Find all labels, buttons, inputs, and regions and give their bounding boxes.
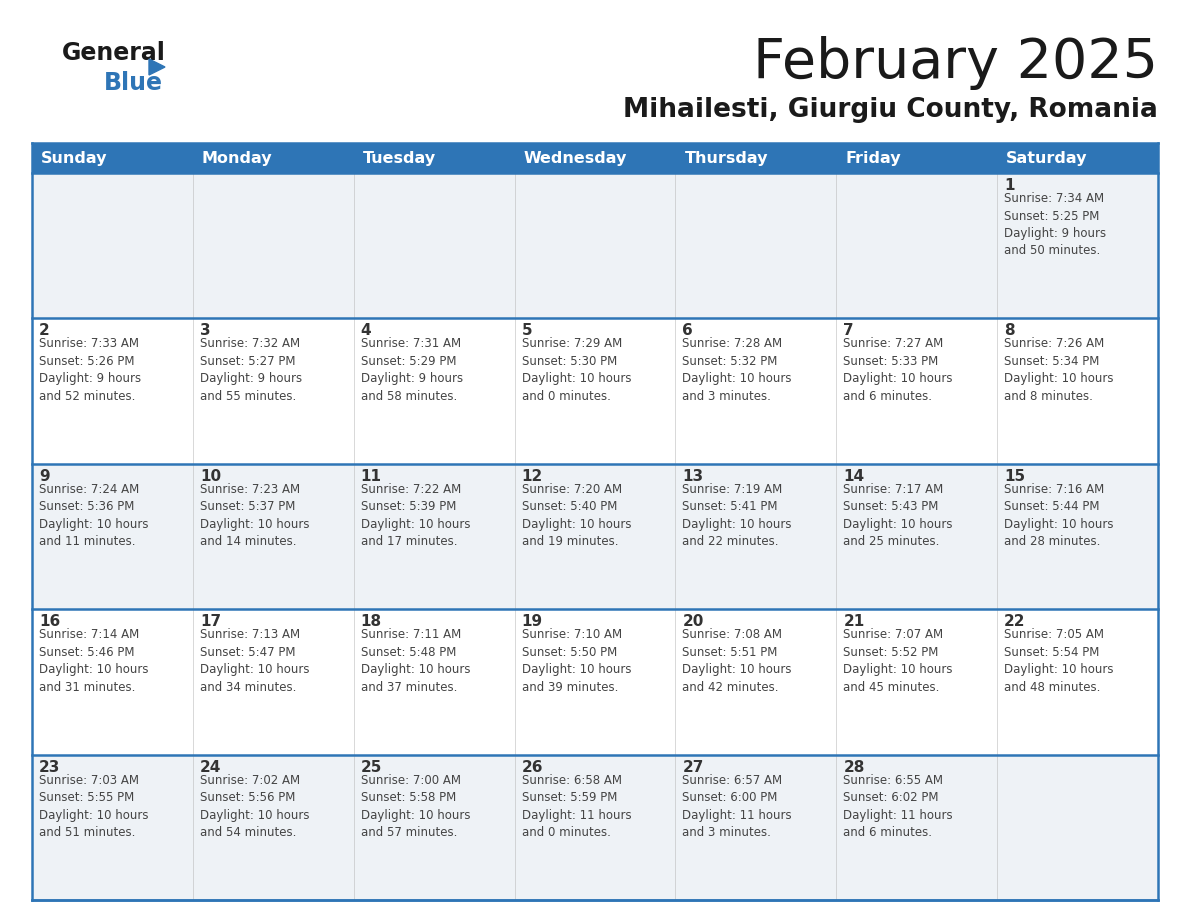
Text: Sunrise: 7:08 AM
Sunset: 5:51 PM
Daylight: 10 hours
and 42 minutes.: Sunrise: 7:08 AM Sunset: 5:51 PM Dayligh…: [682, 628, 792, 694]
Text: Sunrise: 6:58 AM
Sunset: 5:59 PM
Daylight: 11 hours
and 0 minutes.: Sunrise: 6:58 AM Sunset: 5:59 PM Dayligh…: [522, 774, 631, 839]
Text: 11: 11: [361, 469, 381, 484]
Text: Sunrise: 7:05 AM
Sunset: 5:54 PM
Daylight: 10 hours
and 48 minutes.: Sunrise: 7:05 AM Sunset: 5:54 PM Dayligh…: [1004, 628, 1113, 694]
Polygon shape: [148, 59, 165, 75]
Text: Sunrise: 7:32 AM
Sunset: 5:27 PM
Daylight: 9 hours
and 55 minutes.: Sunrise: 7:32 AM Sunset: 5:27 PM Dayligh…: [200, 338, 302, 403]
Text: Sunrise: 7:00 AM
Sunset: 5:58 PM
Daylight: 10 hours
and 57 minutes.: Sunrise: 7:00 AM Sunset: 5:58 PM Dayligh…: [361, 774, 470, 839]
Text: 15: 15: [1004, 469, 1025, 484]
Bar: [32, 143, 1158, 173]
Text: Sunrise: 7:23 AM
Sunset: 5:37 PM
Daylight: 10 hours
and 14 minutes.: Sunrise: 7:23 AM Sunset: 5:37 PM Dayligh…: [200, 483, 309, 548]
Text: 4: 4: [361, 323, 372, 339]
Text: Sunrise: 7:28 AM
Sunset: 5:32 PM
Daylight: 10 hours
and 3 minutes.: Sunrise: 7:28 AM Sunset: 5:32 PM Dayligh…: [682, 338, 792, 403]
Text: Blue: Blue: [105, 71, 163, 95]
Text: Sunrise: 7:20 AM
Sunset: 5:40 PM
Daylight: 10 hours
and 19 minutes.: Sunrise: 7:20 AM Sunset: 5:40 PM Dayligh…: [522, 483, 631, 548]
Text: Sunday: Sunday: [42, 151, 107, 165]
Text: Wednesday: Wednesday: [524, 151, 627, 165]
Text: 6: 6: [682, 323, 693, 339]
Text: Sunrise: 7:19 AM
Sunset: 5:41 PM
Daylight: 10 hours
and 22 minutes.: Sunrise: 7:19 AM Sunset: 5:41 PM Dayligh…: [682, 483, 792, 548]
Text: Sunrise: 7:13 AM
Sunset: 5:47 PM
Daylight: 10 hours
and 34 minutes.: Sunrise: 7:13 AM Sunset: 5:47 PM Dayligh…: [200, 628, 309, 694]
Text: 23: 23: [39, 759, 61, 775]
Bar: [32, 464, 1158, 610]
Text: Monday: Monday: [202, 151, 272, 165]
Text: Sunrise: 7:34 AM
Sunset: 5:25 PM
Daylight: 9 hours
and 50 minutes.: Sunrise: 7:34 AM Sunset: 5:25 PM Dayligh…: [1004, 192, 1106, 258]
Text: Sunrise: 7:31 AM
Sunset: 5:29 PM
Daylight: 9 hours
and 58 minutes.: Sunrise: 7:31 AM Sunset: 5:29 PM Dayligh…: [361, 338, 463, 403]
Text: General: General: [62, 41, 166, 65]
Text: 1: 1: [1004, 178, 1015, 193]
Text: Sunrise: 7:11 AM
Sunset: 5:48 PM
Daylight: 10 hours
and 37 minutes.: Sunrise: 7:11 AM Sunset: 5:48 PM Dayligh…: [361, 628, 470, 694]
Text: 7: 7: [843, 323, 854, 339]
Text: Sunrise: 7:27 AM
Sunset: 5:33 PM
Daylight: 10 hours
and 6 minutes.: Sunrise: 7:27 AM Sunset: 5:33 PM Dayligh…: [843, 338, 953, 403]
Text: Sunrise: 7:10 AM
Sunset: 5:50 PM
Daylight: 10 hours
and 39 minutes.: Sunrise: 7:10 AM Sunset: 5:50 PM Dayligh…: [522, 628, 631, 694]
Text: Sunrise: 6:57 AM
Sunset: 6:00 PM
Daylight: 11 hours
and 3 minutes.: Sunrise: 6:57 AM Sunset: 6:00 PM Dayligh…: [682, 774, 792, 839]
Text: Mihailesti, Giurgiu County, Romania: Mihailesti, Giurgiu County, Romania: [624, 97, 1158, 123]
Text: 28: 28: [843, 759, 865, 775]
Text: 14: 14: [843, 469, 865, 484]
Text: Thursday: Thursday: [684, 151, 767, 165]
Text: 12: 12: [522, 469, 543, 484]
Text: Sunrise: 7:03 AM
Sunset: 5:55 PM
Daylight: 10 hours
and 51 minutes.: Sunrise: 7:03 AM Sunset: 5:55 PM Dayligh…: [39, 774, 148, 839]
Bar: [32, 173, 1158, 319]
Text: Sunrise: 7:07 AM
Sunset: 5:52 PM
Daylight: 10 hours
and 45 minutes.: Sunrise: 7:07 AM Sunset: 5:52 PM Dayligh…: [843, 628, 953, 694]
Text: Sunrise: 7:29 AM
Sunset: 5:30 PM
Daylight: 10 hours
and 0 minutes.: Sunrise: 7:29 AM Sunset: 5:30 PM Dayligh…: [522, 338, 631, 403]
Text: Sunrise: 7:22 AM
Sunset: 5:39 PM
Daylight: 10 hours
and 17 minutes.: Sunrise: 7:22 AM Sunset: 5:39 PM Dayligh…: [361, 483, 470, 548]
Text: Tuesday: Tuesday: [362, 151, 436, 165]
Text: 5: 5: [522, 323, 532, 339]
Text: 25: 25: [361, 759, 383, 775]
Text: Sunrise: 7:02 AM
Sunset: 5:56 PM
Daylight: 10 hours
and 54 minutes.: Sunrise: 7:02 AM Sunset: 5:56 PM Dayligh…: [200, 774, 309, 839]
Text: 13: 13: [682, 469, 703, 484]
Text: 21: 21: [843, 614, 865, 629]
Text: 2: 2: [39, 323, 50, 339]
Text: Sunrise: 7:33 AM
Sunset: 5:26 PM
Daylight: 9 hours
and 52 minutes.: Sunrise: 7:33 AM Sunset: 5:26 PM Dayligh…: [39, 338, 141, 403]
Text: Sunrise: 7:16 AM
Sunset: 5:44 PM
Daylight: 10 hours
and 28 minutes.: Sunrise: 7:16 AM Sunset: 5:44 PM Dayligh…: [1004, 483, 1113, 548]
Text: 20: 20: [682, 614, 703, 629]
Text: 26: 26: [522, 759, 543, 775]
Text: 10: 10: [200, 469, 221, 484]
Text: Sunrise: 7:24 AM
Sunset: 5:36 PM
Daylight: 10 hours
and 11 minutes.: Sunrise: 7:24 AM Sunset: 5:36 PM Dayligh…: [39, 483, 148, 548]
Text: Friday: Friday: [846, 151, 901, 165]
Text: 18: 18: [361, 614, 381, 629]
Text: Saturday: Saturday: [1006, 151, 1088, 165]
Text: 27: 27: [682, 759, 703, 775]
Text: 8: 8: [1004, 323, 1015, 339]
Text: 3: 3: [200, 323, 210, 339]
Text: 17: 17: [200, 614, 221, 629]
Text: 24: 24: [200, 759, 221, 775]
Text: Sunrise: 7:14 AM
Sunset: 5:46 PM
Daylight: 10 hours
and 31 minutes.: Sunrise: 7:14 AM Sunset: 5:46 PM Dayligh…: [39, 628, 148, 694]
Text: 9: 9: [39, 469, 50, 484]
Bar: [32, 755, 1158, 900]
Text: Sunrise: 7:17 AM
Sunset: 5:43 PM
Daylight: 10 hours
and 25 minutes.: Sunrise: 7:17 AM Sunset: 5:43 PM Dayligh…: [843, 483, 953, 548]
Bar: [32, 319, 1158, 464]
Text: Sunrise: 7:26 AM
Sunset: 5:34 PM
Daylight: 10 hours
and 8 minutes.: Sunrise: 7:26 AM Sunset: 5:34 PM Dayligh…: [1004, 338, 1113, 403]
Text: Sunrise: 6:55 AM
Sunset: 6:02 PM
Daylight: 11 hours
and 6 minutes.: Sunrise: 6:55 AM Sunset: 6:02 PM Dayligh…: [843, 774, 953, 839]
Text: 19: 19: [522, 614, 543, 629]
Text: February 2025: February 2025: [753, 36, 1158, 90]
Text: 16: 16: [39, 614, 61, 629]
Text: 22: 22: [1004, 614, 1025, 629]
Bar: [32, 610, 1158, 755]
